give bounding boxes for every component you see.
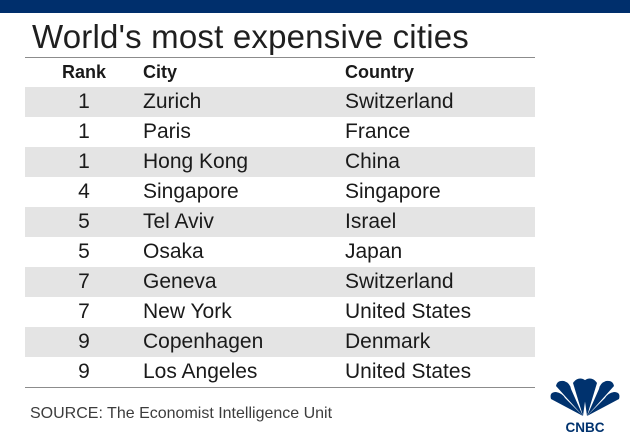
- city-cell: Zurich: [143, 87, 345, 117]
- city-cell: Tel Aviv: [143, 207, 345, 237]
- city-cell: Los Angeles: [143, 360, 258, 383]
- city-cell: Osaka: [143, 240, 204, 263]
- city-cell: Paris: [143, 120, 191, 143]
- city-column-header: City: [143, 62, 178, 82]
- source-note: SOURCE: The Economist Intelligence Unit: [30, 405, 333, 422]
- country-cell: Switzerland: [345, 87, 535, 117]
- country-cell: Japan: [345, 240, 403, 263]
- city-cell: Singapore: [143, 180, 239, 203]
- rank-cell: 9: [25, 327, 143, 357]
- table-row: 7 New York United States: [25, 297, 535, 327]
- table-row: 1 Paris France: [25, 117, 535, 147]
- cnbc-peacock-logo-icon: CNBC: [550, 378, 620, 434]
- rank-cell: 1: [25, 147, 143, 177]
- city-cell: Copenhagen: [143, 327, 345, 357]
- svg-text:CNBC: CNBC: [566, 420, 605, 434]
- country-column-header: Country: [345, 62, 414, 82]
- country-cell: Switzerland: [345, 267, 535, 297]
- country-cell: United States: [345, 360, 472, 383]
- cities-table: Rank City Country 1 Zurich Switzerland 1…: [25, 57, 535, 388]
- country-cell: France: [345, 120, 411, 143]
- table-row: 9 Los Angeles United States: [25, 357, 535, 388]
- table-row: 1 Zurich Switzerland: [25, 87, 535, 117]
- chart-title: World's most expensive cities: [32, 18, 469, 55]
- country-cell: China: [345, 147, 535, 177]
- rank-cell: 7: [78, 300, 90, 323]
- rank-cell: 1: [25, 87, 143, 117]
- rank-cell: 1: [78, 120, 90, 143]
- table-row: 4 Singapore Singapore: [25, 177, 535, 207]
- rank-column-header: Rank: [61, 62, 106, 82]
- rank-cell: 7: [25, 267, 143, 297]
- country-cell: United States: [345, 300, 472, 323]
- city-cell: Hong Kong: [143, 147, 345, 177]
- cities-table-container: Rank City Country 1 Zurich Switzerland 1…: [25, 57, 535, 388]
- rank-cell: 5: [78, 240, 90, 263]
- rank-cell: 4: [78, 180, 90, 203]
- city-cell: Geneva: [143, 267, 345, 297]
- top-banner-bar: [0, 0, 630, 13]
- table-row: 5 Tel Aviv Israel: [25, 207, 535, 237]
- table-row: 5 Osaka Japan: [25, 237, 535, 267]
- country-cell: Israel: [345, 207, 535, 237]
- country-cell: Denmark: [345, 327, 535, 357]
- city-cell: New York: [143, 300, 232, 323]
- country-cell: Singapore: [345, 180, 441, 203]
- table-row: 1 Hong Kong China: [25, 147, 535, 177]
- table-row: 7 Geneva Switzerland: [25, 267, 535, 297]
- table-header-row: Rank City Country: [25, 57, 535, 88]
- rank-cell: 9: [78, 360, 90, 383]
- table-row: 9 Copenhagen Denmark: [25, 327, 535, 357]
- rank-cell: 5: [25, 207, 143, 237]
